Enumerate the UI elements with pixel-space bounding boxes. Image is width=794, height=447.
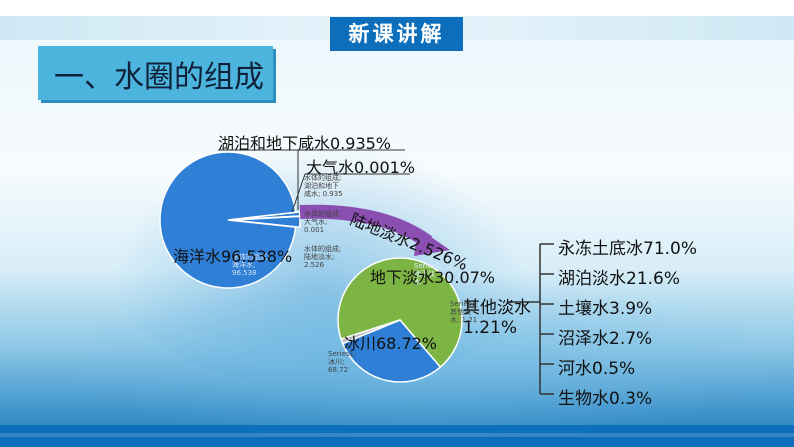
pie-slice-2 xyxy=(340,319,401,345)
label-glacier: 冰川68.72% xyxy=(344,334,438,353)
list-item-biological: 生物水0.3% xyxy=(558,389,653,409)
top-bar xyxy=(0,0,794,16)
small-label-glacier: Series1; 冰川; 68.72 xyxy=(328,350,357,374)
bottom-stripe xyxy=(0,425,794,433)
label-saltwater: 湖泊和地下咸水0.935% xyxy=(218,134,392,153)
section-badge: 新课讲解 xyxy=(330,17,463,51)
label-other-freshwater: 其他淡水 1.21% xyxy=(463,298,531,338)
pie-slice-3 xyxy=(231,215,301,229)
title-box xyxy=(38,46,273,100)
pie-slice-1 xyxy=(341,319,442,383)
small-label-land-freshwater: 水体的组成; 陆地淡水; 2.526 xyxy=(304,245,342,269)
arrow-head-icon xyxy=(414,228,450,256)
list-item-river: 河水0.5% xyxy=(558,359,636,379)
arrow-connector xyxy=(299,204,433,248)
leader-line-atmosphere-diag xyxy=(291,173,306,213)
pie-slice-0 xyxy=(337,257,463,369)
pie-slice-0 xyxy=(159,151,297,289)
small-label-groundwater: Series1; 地下淡 水 xyxy=(414,262,443,286)
small-label-ocean: 水体的组成; 海洋水; 96.538 xyxy=(232,253,270,277)
label-atmosphere: 大气水0.001% xyxy=(306,158,416,177)
pie-water-composition xyxy=(159,151,301,289)
list-item-swamp: 沼泽水2.7% xyxy=(558,329,653,349)
page-title: 一、水圈的组成 xyxy=(54,60,264,95)
small-label-atmosphere: 水体的组成; 大气水; 0.001 xyxy=(304,210,342,234)
list-item-soil: 土壤水3.9% xyxy=(558,299,653,319)
list-item-lake: 湖泊淡水21.6% xyxy=(558,269,681,289)
label-ocean: 海洋水96.538% xyxy=(173,247,293,266)
list-item-permafrost: 永冻土底冰71.0% xyxy=(558,239,698,259)
small-label-other: Series1; 其他淡 水; 1.21 xyxy=(450,300,479,324)
label-groundwater: 地下淡水30.07% xyxy=(370,268,496,287)
bottom-stripe-lower xyxy=(0,437,794,447)
pie-land-freshwater xyxy=(337,257,463,383)
small-label-saltwater: 水体的组成; 湖泊和地下 咸水; 0.935 xyxy=(304,174,343,198)
